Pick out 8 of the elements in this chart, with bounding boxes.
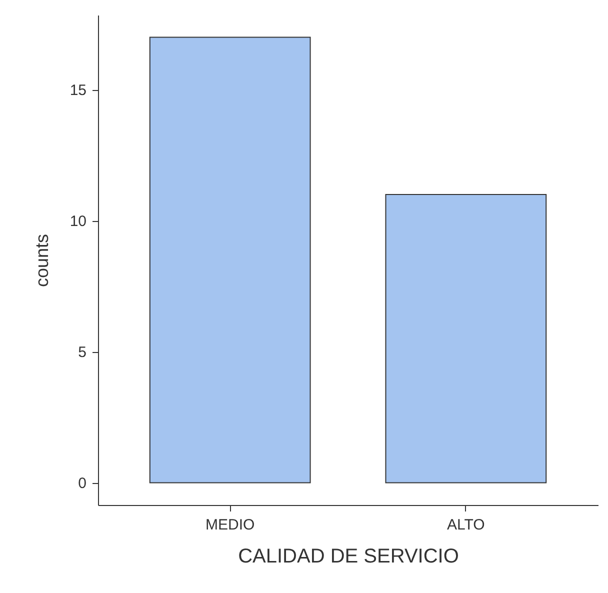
x-tick-label: ALTO xyxy=(447,516,485,534)
y-tick-label: 5 xyxy=(78,344,86,362)
y-tick-label: 0 xyxy=(78,475,86,492)
y-axis-title: counts xyxy=(32,234,52,288)
x-tick-label: MEDIO xyxy=(205,516,255,534)
x-axis-title: CALIDAD DE SERVICIO xyxy=(238,546,459,568)
y-tick-label: 15 xyxy=(70,82,86,100)
y-tick-label: 10 xyxy=(70,213,86,230)
